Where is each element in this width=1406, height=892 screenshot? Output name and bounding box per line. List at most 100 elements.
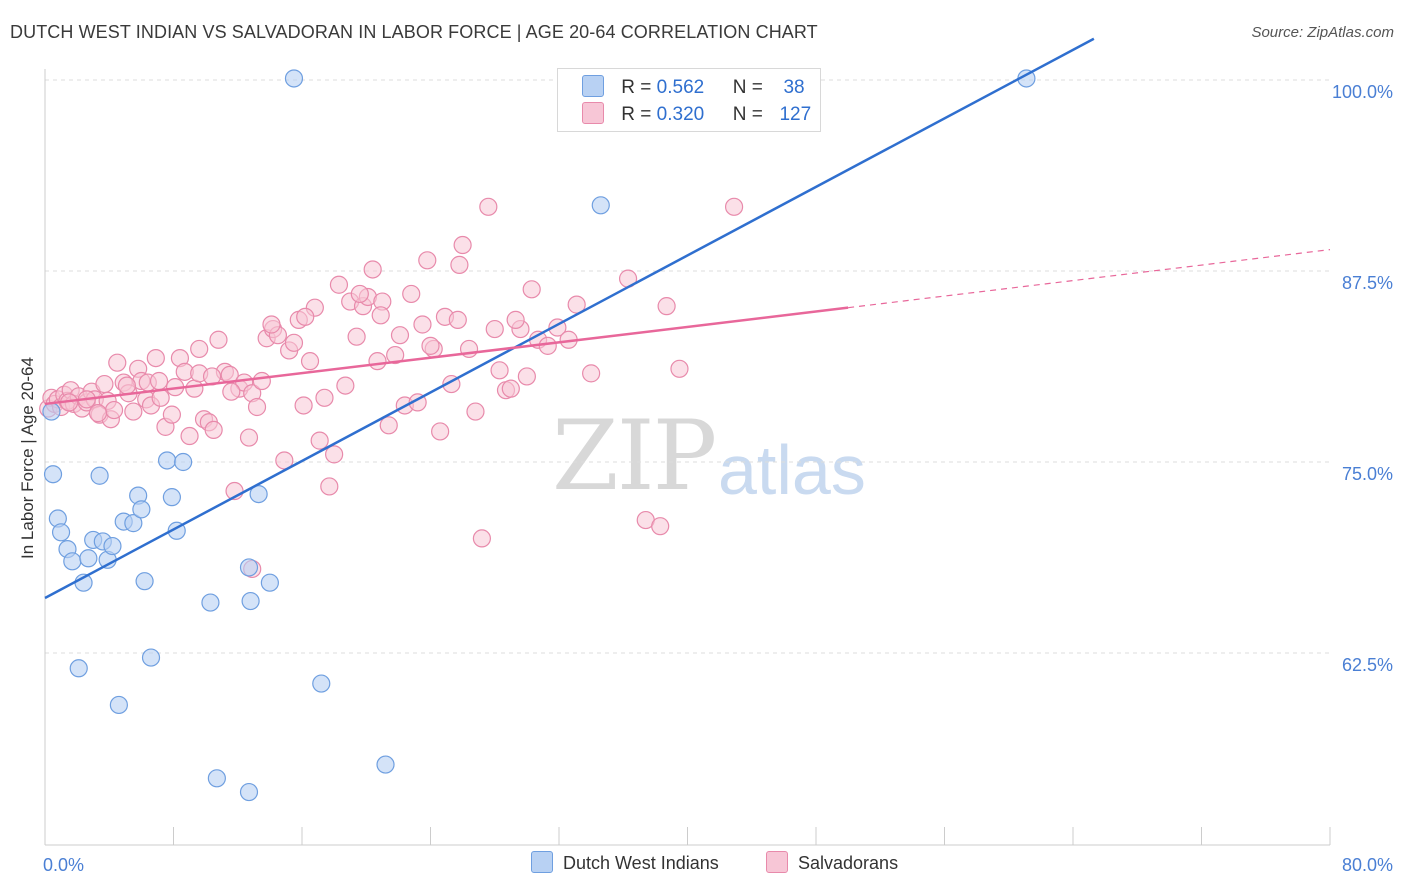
- salvadoran-point: [204, 420, 223, 440]
- blue-swatch-icon: [582, 75, 604, 97]
- r-label: R =: [621, 104, 652, 125]
- salvadoran-point: [124, 402, 143, 421]
- salvadoran-point: [336, 376, 355, 395]
- legend-item-salvadorans[interactable]: Salvadorans: [766, 851, 898, 874]
- watermark-zip: ZIP: [552, 400, 717, 512]
- salvadoran-point: [262, 315, 281, 334]
- salvadoran-point: [466, 402, 485, 421]
- salvadoran-point: [95, 374, 114, 394]
- salvadoran-point: [108, 353, 127, 372]
- salvadoran-point: [651, 517, 670, 536]
- salvadoran-point: [329, 275, 349, 294]
- dutch-west-indian-point: [249, 484, 268, 504]
- dutch-west-indian-point: [42, 402, 61, 421]
- salvadoran-point: [453, 235, 472, 255]
- dutch-west-indian-point: [109, 695, 128, 715]
- salvadoran-point: [149, 371, 169, 391]
- watermark-atlas: atlas: [718, 431, 866, 509]
- salvadoran-point: [325, 445, 344, 464]
- y-tick-label: 87.5%: [1342, 273, 1393, 293]
- salvadoran-point: [146, 348, 165, 368]
- salvadoran-point: [490, 361, 509, 380]
- dutch-west-indian-point: [284, 69, 304, 88]
- dutch-west-indian-point: [103, 536, 122, 556]
- salvadoran-point: [670, 359, 689, 378]
- dutch-west-indian-point: [239, 558, 259, 577]
- series-legend: Dutch West Indians Salvadorans: [0, 851, 1406, 877]
- dutch-west-indian-point: [124, 514, 143, 533]
- dutch-west-indian-point: [201, 593, 220, 612]
- salvadoran-point: [315, 388, 334, 407]
- salvadoran-point: [371, 306, 390, 325]
- y-tick-label: 100.0%: [1332, 82, 1393, 102]
- dutch-west-indian-point: [79, 549, 98, 568]
- salvadoran-trendline: [44, 306, 849, 406]
- salvadoran-point: [320, 477, 339, 496]
- salvadoran-point: [209, 330, 228, 349]
- salvadoran-point: [222, 382, 241, 401]
- salvadoran-point: [506, 310, 525, 329]
- salvadoran-point: [657, 297, 676, 316]
- salvadoran-point: [431, 422, 450, 441]
- salvadoran-point: [162, 405, 181, 424]
- dutch-west-indian-point: [90, 466, 109, 485]
- salvadoran-point: [421, 336, 440, 355]
- salvadoran-point: [418, 251, 437, 270]
- salvadoran-point: [450, 255, 469, 274]
- n-value: 127: [779, 104, 812, 125]
- dutch-west-indian-point: [312, 674, 331, 693]
- salvadoran-point: [582, 364, 601, 383]
- salvadoran-point: [284, 333, 304, 352]
- dutch-west-indian-point: [376, 755, 395, 774]
- salvadoran-point: [180, 426, 199, 446]
- legend-item-dutch-west-indians[interactable]: Dutch West Indians: [531, 851, 719, 874]
- salvadoran-point: [104, 400, 124, 420]
- r-value: 0.562: [656, 77, 705, 98]
- dutch-west-indian-point: [69, 659, 88, 678]
- dutch-west-indian-point: [63, 552, 82, 571]
- salvadoran-point: [386, 345, 405, 365]
- salvadoran-point: [501, 379, 520, 398]
- x-tick-label: 0.0%: [43, 855, 84, 875]
- salvadoran-point: [185, 379, 204, 398]
- salvadoran-point: [485, 319, 504, 339]
- x-tick-label: 80.0%: [1342, 855, 1393, 875]
- pink-swatch-icon: [582, 102, 604, 124]
- salvadoran-point: [472, 529, 491, 548]
- legend-row-salvadorans: R = 0.320 N = 127: [582, 102, 811, 126]
- dutch-west-indian-point: [157, 451, 177, 470]
- dutch-west-indian-point: [43, 465, 63, 484]
- n-label: N =: [732, 104, 763, 125]
- salvadoran-point: [247, 397, 267, 417]
- r-label: R =: [621, 77, 652, 98]
- dutch-west-indian-point: [591, 196, 610, 215]
- dutch-west-indian-point: [174, 452, 193, 472]
- legend-row-dutch-west-indians: R = 0.562 N = 38: [582, 75, 805, 99]
- dutch-west-indian-point: [207, 769, 226, 788]
- salvadoran-point: [368, 352, 387, 371]
- salvadoran-point: [117, 376, 137, 395]
- r-value: 0.320: [656, 104, 705, 125]
- salvadoran-point: [88, 404, 108, 423]
- salvadoran-point: [448, 310, 467, 329]
- salvadoran-point: [538, 336, 557, 355]
- salvadoran-point: [252, 371, 271, 391]
- dutch-west-indian-trendline: [44, 37, 1095, 600]
- salvadoran-point: [522, 280, 541, 299]
- salvadoran-point: [390, 326, 410, 345]
- dutch-west-indian-point: [241, 591, 260, 611]
- dutch-west-indian-point: [135, 572, 154, 591]
- dutch-west-indian-point: [132, 500, 151, 519]
- source-label: Source: ZipAtlas.com: [1251, 24, 1394, 41]
- salvadoran-point: [363, 260, 382, 279]
- dutch-west-indian-point: [51, 523, 71, 542]
- salvadoran-point: [296, 307, 315, 326]
- salvadoran-point: [517, 367, 536, 386]
- salvadoran-point: [310, 431, 329, 450]
- pink-swatch-icon: [766, 851, 788, 873]
- legend-label: Salvadorans: [798, 853, 899, 873]
- correlation-legend: R = 0.562 N = 38 R = 0.320 N = 127: [557, 68, 821, 132]
- legend-label: Dutch West Indians: [563, 853, 719, 873]
- dutch-west-indian-point: [162, 488, 181, 507]
